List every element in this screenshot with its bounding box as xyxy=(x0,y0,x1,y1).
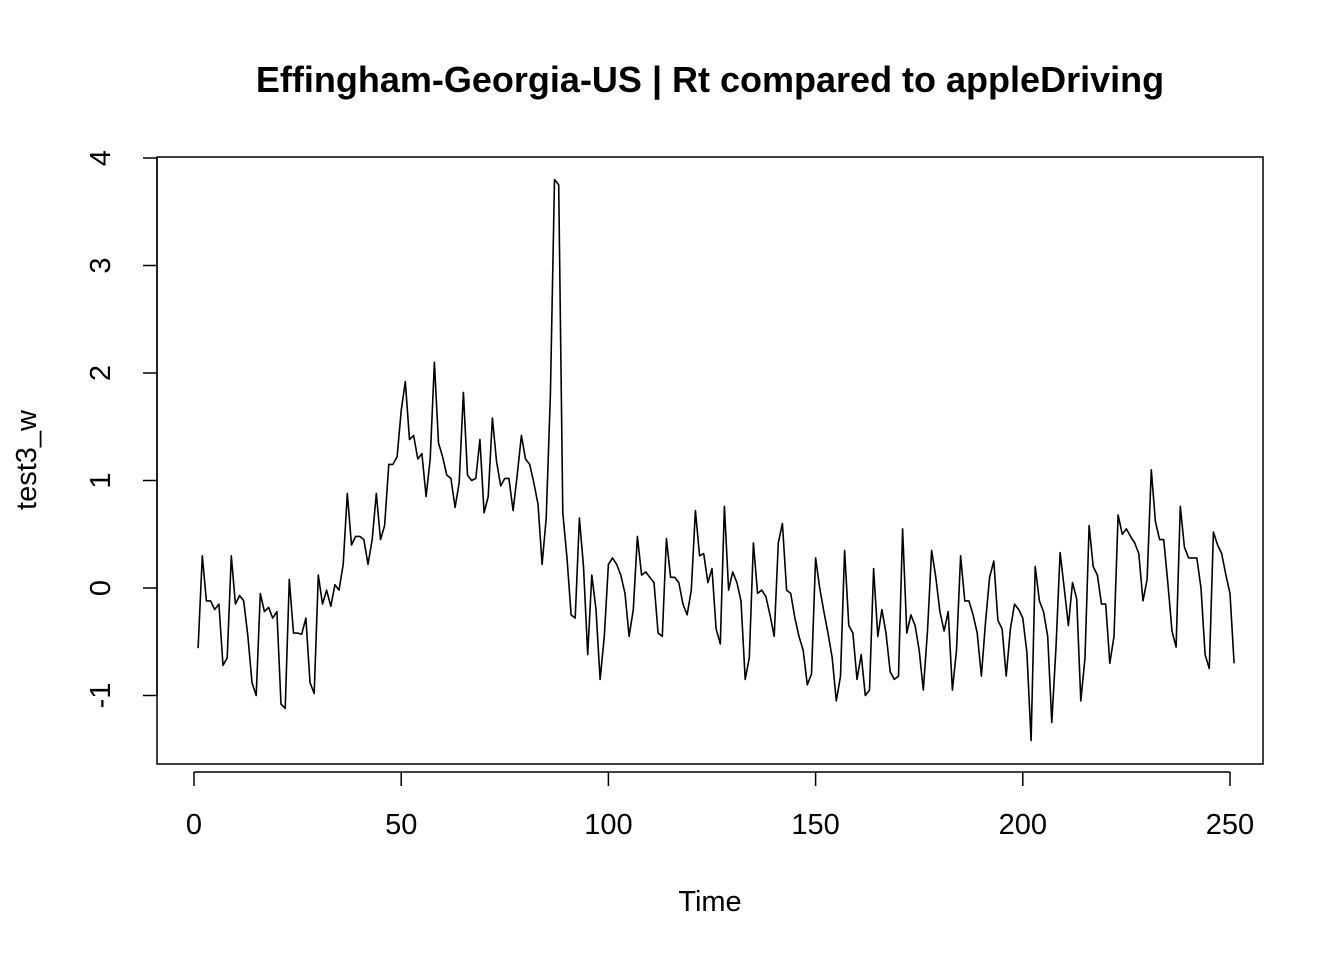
x-tick-label: 150 xyxy=(791,809,839,841)
y-tick-label: 4 xyxy=(85,150,117,166)
y-axis-label: test3_w xyxy=(11,409,43,510)
x-tick-label: 100 xyxy=(584,809,632,841)
x-tick-label: 250 xyxy=(1206,809,1254,841)
x-axis-label: Time xyxy=(678,886,741,918)
x-tick-label: 200 xyxy=(999,809,1047,841)
series-line xyxy=(197,178,1235,742)
x-tick-label: 50 xyxy=(385,809,417,841)
y-tick-label: 1 xyxy=(85,472,117,488)
y-tick-label: 2 xyxy=(85,365,117,381)
y-tick-label: -1 xyxy=(85,683,117,709)
chart-title: Effingham-Georgia-US | Rt compared to ap… xyxy=(256,59,1164,101)
y-tick-label: 3 xyxy=(85,257,117,273)
y-axis: -1 0 1 2 3 4 xyxy=(85,150,158,709)
x-axis: 0 50 100 150 200 250 xyxy=(186,771,1254,841)
x-tick-label: 0 xyxy=(186,809,202,841)
plot-frame xyxy=(156,156,1264,765)
y-tick-label: 0 xyxy=(85,580,117,596)
